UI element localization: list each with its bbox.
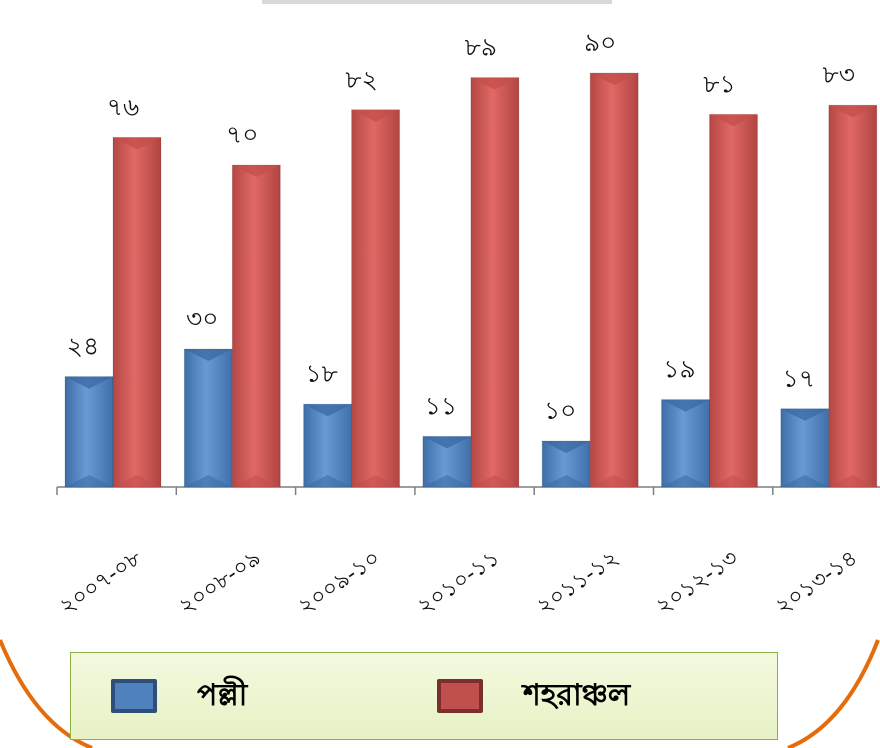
legend-swatch-urban (437, 679, 483, 713)
bar-rural-base (542, 475, 591, 487)
bar-urban-cap (232, 165, 281, 177)
bar-urban-cap (113, 137, 161, 150)
bar-rural (303, 403, 353, 488)
frame-top-tab (262, 0, 612, 4)
bar-rural-base (422, 475, 471, 487)
frame-arc (0, 639, 880, 748)
bar-rural-base (303, 475, 352, 487)
data-label-rural: ১৮ (305, 359, 337, 388)
bar-urban-base (828, 475, 877, 487)
data-label-urban: ৭০ (226, 120, 259, 149)
legend-item-rural: পল্লী (111, 653, 247, 739)
bar-urban-base (351, 475, 400, 487)
bar-urban-base (113, 475, 161, 487)
data-label-urban: ৮৯ (465, 33, 497, 62)
data-label-rural: ১৯ (663, 355, 695, 384)
data-label-rural: ১১ (425, 391, 457, 420)
bar-urban (470, 77, 520, 488)
plot-area: ২৪ ৭৬ ২০০৭-০৮ ৩০ ৭০ ২০০৮-০৯ ১৮ ৮২ ২০০৯-১০ ১১ ৮৯ ২০১… (55, 28, 880, 620)
data-label-urban: ৮৩ (823, 60, 855, 89)
bar-rural-base (661, 475, 710, 487)
data-label-urban: ৭৬ (107, 92, 140, 121)
legend-label-urban: শহরাঞ্চল (523, 677, 631, 713)
bar-rural (64, 376, 114, 488)
data-label-rural: ২৪ (67, 332, 99, 361)
bar-urban (112, 136, 162, 488)
bar-rural-base (184, 475, 233, 487)
bar-urban-cap (590, 73, 639, 85)
bar-urban-base (590, 475, 639, 487)
bar-urban-cap (470, 77, 519, 90)
data-label-urban: ৯০ (584, 28, 616, 57)
data-label-rural: ১০ (544, 396, 576, 425)
bar-urban (231, 164, 281, 488)
bar-rural (661, 399, 710, 488)
x-tick-label: ২০১২-১৩ (652, 546, 743, 620)
legend-swatch-rural (111, 679, 157, 713)
bar-rural-cap (780, 408, 829, 421)
x-tick-label: ২০১৩-১৪ (771, 546, 862, 620)
bar-rural-cap (422, 436, 471, 449)
x-tick-label: ২০০৮-০৯ (175, 546, 266, 620)
data-label-rural: ৩০ (186, 304, 219, 333)
bar-urban-cap (709, 114, 758, 127)
bar-urban (589, 72, 639, 488)
bar-rural (183, 348, 233, 488)
bar-rural-cap (542, 441, 591, 453)
legend-item-urban: শহরাঞ্চল (437, 653, 630, 739)
bar-urban-base (232, 475, 281, 487)
bar-urban (709, 113, 758, 488)
bar-urban-base (470, 475, 519, 487)
legend: পল্লী শহরাঞ্চল (70, 652, 778, 740)
x-tick-label: ২০০৯-১০ (294, 546, 385, 620)
bar-urban-cap (351, 109, 400, 122)
bar-rural-cap (303, 404, 352, 417)
x-tick-label: ২০০৭-০৮ (55, 546, 146, 620)
data-label-urban: ৮২ (345, 65, 377, 94)
bar-urban (351, 109, 401, 488)
data-label-urban: ৮১ (703, 69, 735, 98)
legend-label-rural: পল্লী (197, 677, 248, 713)
bar-urban-cap (828, 105, 877, 118)
x-tick-label: ২০১০-১১ (413, 546, 504, 620)
bar-rural-cap (65, 376, 113, 389)
data-label-rural: ১৭ (783, 364, 815, 393)
x-tick-label: ২০১১-১২ (533, 546, 624, 620)
bar-rural-base (65, 475, 113, 487)
bar-rural-base (780, 475, 829, 487)
bar-rural-cap (184, 349, 233, 361)
bar-urban-base (709, 475, 758, 487)
bar-rural-cap (661, 399, 710, 412)
bar-urban (828, 104, 878, 488)
